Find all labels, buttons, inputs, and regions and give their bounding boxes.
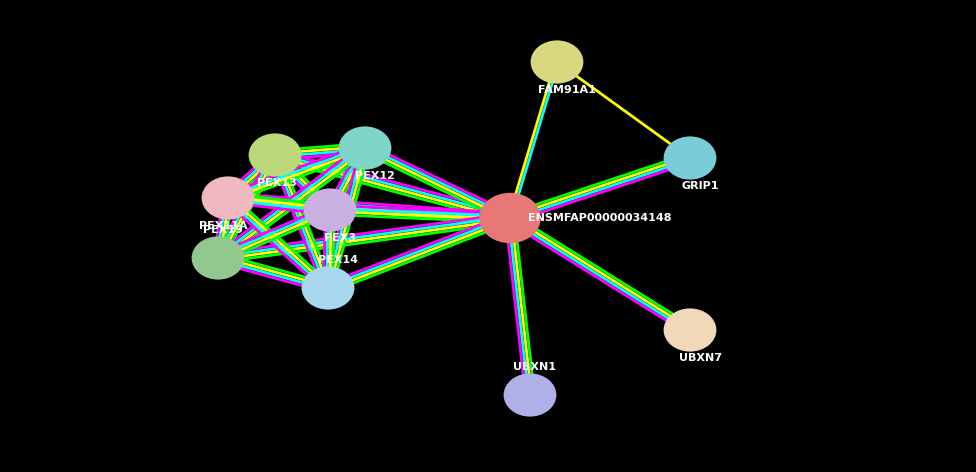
Text: PEX11A: PEX11A [199, 221, 247, 231]
Text: UBXN1: UBXN1 [513, 362, 556, 372]
Ellipse shape [664, 136, 716, 180]
Ellipse shape [191, 236, 244, 279]
Text: PEX12: PEX12 [355, 171, 395, 181]
Text: PEX19: PEX19 [203, 225, 243, 235]
Text: PEX14: PEX14 [318, 255, 358, 265]
Ellipse shape [531, 41, 584, 84]
Text: PEX3: PEX3 [324, 233, 356, 243]
Ellipse shape [302, 266, 354, 310]
Ellipse shape [479, 193, 541, 243]
Ellipse shape [304, 188, 356, 232]
Ellipse shape [202, 177, 255, 219]
Ellipse shape [339, 126, 391, 169]
Text: FAM91A1: FAM91A1 [538, 85, 596, 95]
Text: GRIP1: GRIP1 [681, 181, 718, 191]
Ellipse shape [249, 134, 302, 177]
Ellipse shape [664, 308, 716, 352]
Ellipse shape [504, 373, 556, 417]
Text: PEX13: PEX13 [257, 178, 297, 188]
Text: UBXN7: UBXN7 [678, 353, 721, 363]
Text: ENSMFAP00000034148: ENSMFAP00000034148 [528, 213, 671, 223]
